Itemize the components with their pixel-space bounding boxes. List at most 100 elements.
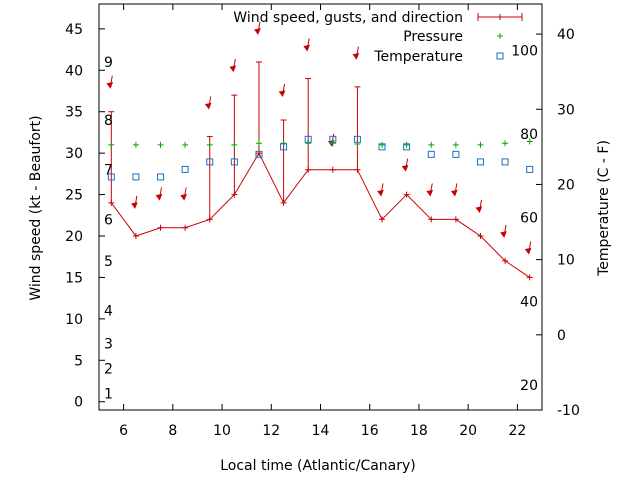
- pressure-point: [379, 141, 386, 148]
- temperature-point: [427, 150, 435, 158]
- wind-direction-arrowhead: [401, 164, 409, 172]
- fahrenheit-label: 100: [511, 44, 538, 60]
- wind-point: [428, 216, 435, 223]
- wind-point: [379, 216, 386, 223]
- wind-line: [110, 152, 530, 278]
- wind-point: [305, 166, 312, 173]
- pressure-point: [280, 140, 287, 147]
- pressure-point: [329, 140, 336, 147]
- wind-direction-arrowhead: [131, 202, 138, 209]
- y-axis-title: Wind speed (kt - Beaufort): [28, 115, 44, 300]
- wind-point: [354, 166, 361, 173]
- legend-label-wind: Wind speed, gusts, and direction: [233, 10, 463, 26]
- y-tick-label: 0: [74, 395, 83, 411]
- wind-direction-arrowhead: [204, 102, 212, 110]
- wind-direction-arrowhead: [426, 189, 434, 197]
- pressure-point: [403, 141, 410, 148]
- wind-direction-arrowhead: [352, 53, 360, 60]
- temperature-point: [476, 158, 484, 166]
- y2-tick-label: -10: [557, 403, 580, 419]
- x-tick-label: 18: [410, 423, 428, 439]
- temperature-point: [181, 165, 189, 173]
- legend-pressure-mark: [497, 33, 503, 39]
- pressure-point: [502, 140, 509, 147]
- x-tick-label: 16: [361, 423, 379, 439]
- wind-point: [231, 191, 238, 198]
- wind-point: [206, 216, 213, 223]
- temperature-point: [378, 143, 386, 151]
- x-tick-label: 10: [213, 423, 231, 439]
- y2-tick-label: 10: [557, 253, 575, 269]
- y-tick-label: 45: [65, 22, 83, 38]
- wind-point: [280, 199, 287, 206]
- pressure-point: [231, 141, 238, 148]
- x-tick-label: 22: [508, 423, 526, 439]
- wind-direction-arrowhead: [180, 193, 187, 201]
- beaufort-label: 4: [104, 304, 113, 320]
- wind-point: [182, 224, 189, 231]
- temperature-point: [329, 135, 337, 143]
- pressure-point: [206, 141, 213, 148]
- temperature-point: [107, 173, 115, 181]
- wind-direction-arrowhead: [377, 189, 384, 197]
- y-tick-label: 25: [65, 188, 83, 204]
- beaufort-label: 8: [104, 113, 113, 129]
- pressure-point: [305, 140, 312, 147]
- wind-direction-arrowhead: [303, 44, 311, 52]
- temperature-point: [255, 150, 263, 158]
- y-tick-label: 5: [74, 353, 83, 369]
- temperature-point: [403, 143, 411, 151]
- wind-point: [477, 233, 484, 239]
- wind-point: [132, 233, 139, 239]
- fahrenheit-label: 60: [520, 211, 538, 227]
- y-tick-label: 40: [65, 63, 83, 79]
- pressure-point: [157, 141, 164, 148]
- x-tick-label: 14: [312, 423, 330, 439]
- wind-direction-arrowhead: [500, 231, 507, 238]
- temperature-point: [280, 143, 288, 151]
- beaufort-label: 1: [104, 386, 113, 402]
- wind-direction-arrowhead: [106, 82, 114, 89]
- x-tick-label: 8: [168, 423, 177, 439]
- beaufort-label: 9: [104, 55, 113, 71]
- legend-label-temperature: Temperature: [373, 49, 463, 65]
- temperature-point: [452, 150, 460, 158]
- y-tick-label: 20: [65, 229, 83, 245]
- pressure-point: [452, 141, 459, 148]
- fahrenheit-label: 40: [520, 295, 538, 311]
- pressure-point: [255, 140, 262, 147]
- pressure-point: [477, 141, 484, 148]
- pressure-point: [428, 141, 435, 148]
- x-tick-label: 6: [119, 423, 128, 439]
- wind-point: [157, 224, 164, 231]
- y-tick-label: 35: [65, 105, 83, 121]
- wind-direction-arrowhead: [254, 28, 261, 35]
- temperature-point: [304, 135, 312, 143]
- beaufort-label: 6: [104, 212, 113, 228]
- fahrenheit-label: 80: [520, 127, 538, 143]
- temperature-point: [230, 158, 238, 166]
- plot-frame: [98, 3, 543, 411]
- temperature-point: [353, 135, 361, 143]
- tick-marks: [99, 4, 542, 411]
- legend-temperature-mark: [496, 52, 504, 60]
- wind-direction-arrowhead: [524, 247, 532, 255]
- legend-symbol-temperature: [496, 52, 504, 60]
- x-tick-label: 20: [459, 423, 477, 439]
- legend: Wind speed, gusts, and direction Pressur…: [233, 10, 523, 65]
- legend-symbol-wind: [477, 13, 523, 21]
- wind-point: [403, 191, 410, 198]
- x-axis-title: Local time (Atlantic/Canary): [220, 458, 416, 474]
- y2-tick-label: 20: [557, 177, 575, 193]
- y2-tick-label: 30: [557, 102, 575, 118]
- y2-tick-label: 0: [557, 328, 566, 344]
- wind-point: [526, 274, 533, 281]
- y-tick-label: 10: [65, 312, 83, 328]
- fahrenheit-label: 20: [520, 378, 538, 394]
- pressure-point: [526, 138, 533, 145]
- y2-axis-title: Temperature (C - F): [596, 140, 612, 277]
- wind-direction-arrowhead: [450, 189, 458, 197]
- x-tick-label: 12: [262, 423, 280, 439]
- beaufort-label: 3: [104, 337, 113, 353]
